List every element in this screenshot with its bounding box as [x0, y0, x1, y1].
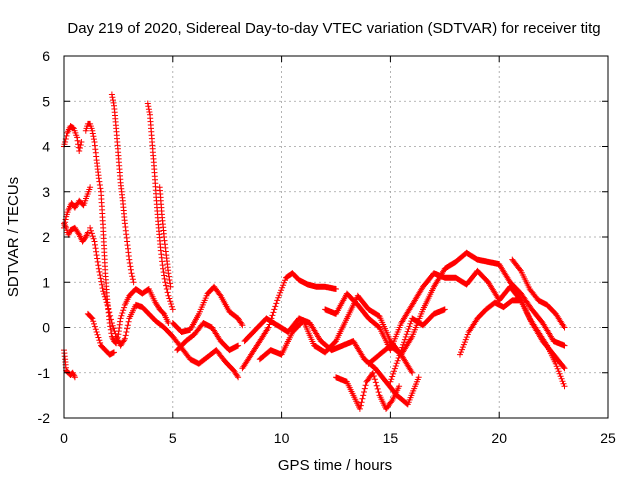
data-point-markers: [256, 292, 416, 376]
data-series: [84, 310, 117, 358]
data-series: [156, 184, 174, 290]
y-tick-label: 5: [42, 93, 50, 109]
data-point-markers: [457, 297, 568, 390]
x-axis-label: GPS time / hours: [278, 457, 392, 474]
x-tick-label: 0: [60, 430, 68, 446]
data-point-markers: [108, 91, 137, 286]
data-series: [61, 123, 85, 154]
chart-title: Day 219 of 2020, Sidereal Day-to-day VTE…: [67, 20, 600, 37]
y-tick-label: 6: [42, 48, 50, 64]
y-tick-label: 1: [42, 274, 50, 290]
data-point-markers: [87, 224, 242, 381]
data-series: [457, 297, 568, 390]
data-series: [174, 320, 242, 354]
data-series: [509, 256, 568, 331]
ticks: 0 5 10 15 20 25 -2 -1 0 1 2 3 4 5 6: [38, 48, 616, 446]
data-series: [256, 292, 416, 376]
data-point-markers: [61, 123, 85, 154]
data-series: [333, 369, 403, 412]
y-tick-label: 3: [42, 184, 50, 200]
y-tick-label: 0: [42, 320, 50, 336]
data-point-markers: [333, 369, 403, 412]
data-point-markers: [144, 100, 176, 313]
x-tick-label: 15: [383, 430, 399, 446]
data-series: [169, 283, 246, 335]
y-tick-label: -1: [38, 365, 51, 381]
x-tick-label: 5: [169, 430, 177, 446]
data-point-markers: [84, 310, 117, 358]
data-point-markers: [169, 283, 246, 335]
data-points: [61, 91, 568, 412]
y-axis-label: SDTVAR / TECUs: [5, 177, 22, 297]
data-series: [239, 270, 339, 372]
x-tick-label: 25: [600, 430, 616, 446]
data-series: [387, 306, 448, 385]
grid: [64, 56, 608, 418]
y-tick-label: -2: [38, 410, 51, 426]
data-series: [365, 249, 568, 367]
data-point-markers: [387, 306, 448, 385]
data-series: [108, 91, 137, 286]
y-tick-label: 4: [42, 139, 50, 155]
data-point-markers: [174, 320, 242, 354]
y-tick-label: 2: [42, 229, 50, 245]
data-point-markers: [509, 256, 568, 331]
data-point-markers: [365, 249, 568, 367]
data-series: [87, 224, 242, 381]
data-point-markers: [239, 270, 339, 372]
data-point-markers: [82, 120, 172, 347]
x-tick-label: 10: [274, 430, 290, 446]
data-series: [144, 100, 176, 313]
x-tick-label: 20: [491, 430, 507, 446]
data-point-markers: [156, 184, 174, 290]
data-series: [82, 120, 172, 347]
